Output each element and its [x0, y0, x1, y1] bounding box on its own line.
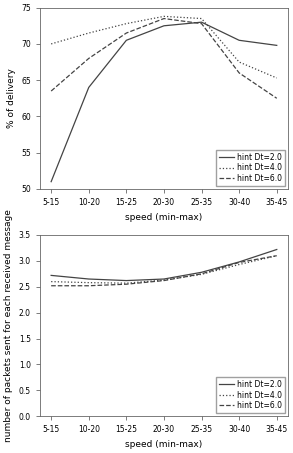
Legend: hint Dt=2.0, hint Dt=4.0, hint Dt=6.0: hint Dt=2.0, hint Dt=4.0, hint Dt=6.0 — [216, 149, 285, 186]
hint Dt=6.0 — [162, 16, 166, 21]
hint Dt=4.0 — [50, 41, 53, 47]
hint Dt=4.0 — [162, 14, 166, 19]
hint Dt=6.0 — [237, 260, 241, 265]
hint Dt=2.0 — [237, 38, 241, 43]
hint Dt=4.0 — [50, 279, 53, 284]
hint Dt=6.0 — [200, 21, 203, 26]
hint Dt=4.0 — [162, 277, 166, 283]
hint Dt=2.0 — [87, 85, 91, 90]
hint Dt=4.0 — [125, 21, 128, 26]
hint Dt=4.0 — [200, 272, 203, 277]
hint Dt=2.0 — [200, 270, 203, 275]
hint Dt=4.0 — [87, 280, 91, 285]
hint Dt=6.0 — [125, 30, 128, 36]
hint Dt=2.0 — [162, 23, 166, 29]
Line: hint Dt=2.0: hint Dt=2.0 — [51, 22, 277, 182]
hint Dt=2.0 — [87, 276, 91, 282]
hint Dt=4.0 — [200, 16, 203, 21]
hint Dt=2.0 — [237, 259, 241, 265]
hint Dt=6.0 — [162, 278, 166, 283]
hint Dt=6.0 — [275, 253, 279, 258]
hint Dt=2.0 — [125, 278, 128, 283]
hint Dt=6.0 — [87, 283, 91, 289]
Y-axis label: number of packets sent for each received message: number of packets sent for each received… — [4, 209, 13, 442]
Line: hint Dt=4.0: hint Dt=4.0 — [51, 255, 277, 283]
hint Dt=4.0 — [125, 280, 128, 286]
hint Dt=2.0 — [200, 19, 203, 25]
hint Dt=2.0 — [125, 38, 128, 43]
Legend: hint Dt=2.0, hint Dt=4.0, hint Dt=6.0: hint Dt=2.0, hint Dt=4.0, hint Dt=6.0 — [216, 377, 285, 413]
hint Dt=6.0 — [200, 271, 203, 277]
hint Dt=6.0 — [275, 96, 279, 101]
hint Dt=6.0 — [237, 70, 241, 76]
hint Dt=6.0 — [125, 281, 128, 287]
hint Dt=2.0 — [50, 273, 53, 278]
hint Dt=4.0 — [87, 30, 91, 36]
Line: hint Dt=4.0: hint Dt=4.0 — [51, 16, 277, 78]
hint Dt=2.0 — [50, 179, 53, 184]
hint Dt=4.0 — [275, 253, 279, 258]
X-axis label: speed (min-max): speed (min-max) — [125, 440, 202, 449]
hint Dt=6.0 — [87, 56, 91, 61]
hint Dt=6.0 — [50, 88, 53, 94]
X-axis label: speed (min-max): speed (min-max) — [125, 212, 202, 222]
hint Dt=2.0 — [275, 43, 279, 48]
Line: hint Dt=6.0: hint Dt=6.0 — [51, 255, 277, 286]
Line: hint Dt=2.0: hint Dt=2.0 — [51, 250, 277, 280]
Y-axis label: % of delivery: % of delivery — [6, 68, 16, 128]
hint Dt=4.0 — [237, 59, 241, 65]
hint Dt=4.0 — [237, 262, 241, 267]
hint Dt=2.0 — [162, 276, 166, 282]
hint Dt=2.0 — [275, 247, 279, 252]
hint Dt=6.0 — [50, 283, 53, 289]
Line: hint Dt=6.0: hint Dt=6.0 — [51, 19, 277, 98]
hint Dt=4.0 — [275, 75, 279, 81]
